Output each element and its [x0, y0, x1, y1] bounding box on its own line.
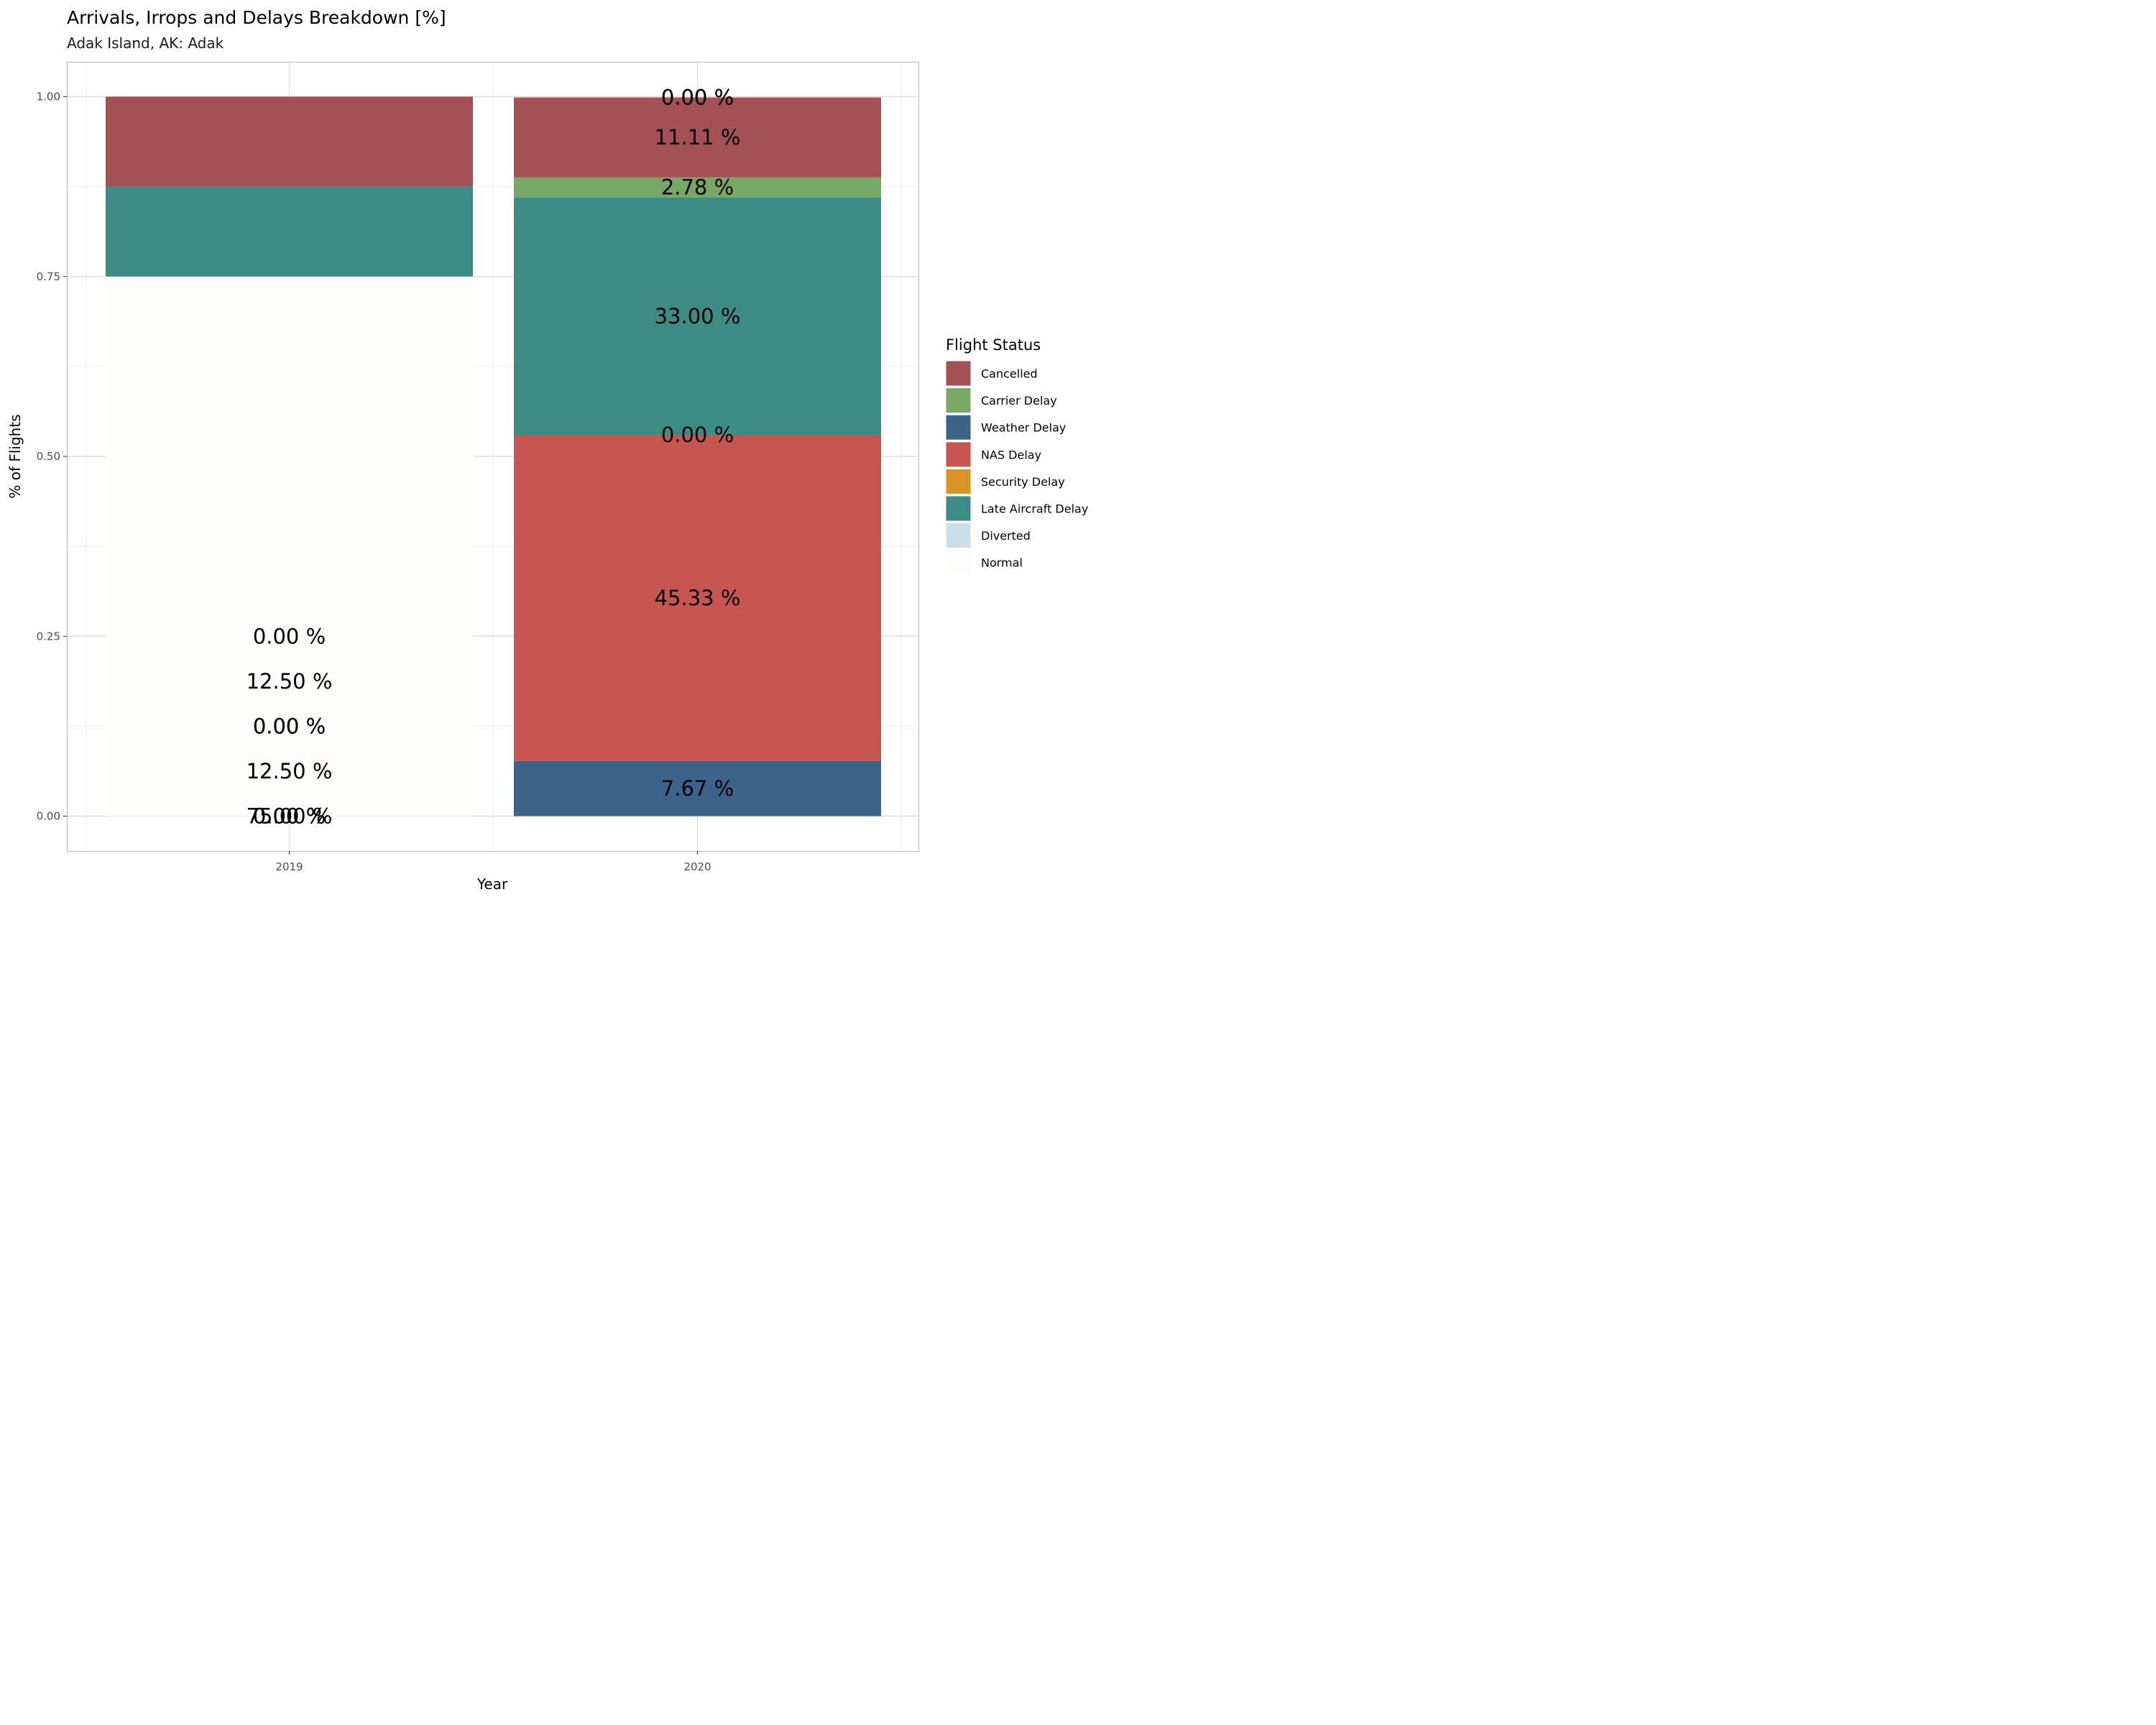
bar-label-2020-weather-delay: 7.67 %	[661, 776, 734, 801]
y-tick-label: 0.50	[37, 450, 60, 463]
legend-key-cancelled	[945, 360, 972, 387]
legend-key-diverted	[945, 523, 972, 549]
y-axis: 0.00 0.25 0.50 0.75 1.00	[37, 91, 67, 823]
bar-2020-late-aircraft-delay	[514, 197, 881, 435]
x-axis-title: Year	[476, 875, 508, 893]
bar-label-2020-nas-delay: 45.33 %	[655, 586, 741, 610]
bar-2019-late-aircraft-delay	[106, 186, 473, 277]
legend-title: Flight Status	[946, 336, 1041, 354]
chart-subtitle: Adak Island, AK: Adak	[67, 34, 224, 52]
legend-key-late-aircraft-delay	[945, 495, 972, 522]
y-tick-label: 1.00	[37, 91, 60, 104]
bar-label-2020-security-delay: 0.00 %	[661, 86, 734, 110]
legend-key-normal	[945, 549, 972, 576]
y-tick-label: 0.75	[37, 270, 60, 283]
bar-label-2019-nas-delay: 0.00 %	[253, 624, 326, 648]
legend-label-carrier-delay: Carrier Delay	[981, 394, 1057, 408]
bar-label-2019-weather-delay: 0.00 %	[253, 804, 326, 829]
bar-label-2020-diverted: 0.00 %	[661, 86, 734, 110]
bar-2020-cancelled	[514, 97, 881, 178]
legend-label-diverted: Diverted	[981, 529, 1031, 543]
legend-key-security-delay	[945, 468, 972, 494]
bar-label-2019-diverted: 0.00 %	[253, 804, 326, 829]
legend-label-cancelled: Cancelled	[981, 367, 1038, 381]
y-axis-title: % of Flights	[6, 414, 24, 498]
bar-2020-weather-delay	[514, 760, 881, 816]
legend: Cancelled Carrier Delay Weather Delay NAS D…	[945, 360, 1088, 576]
y-tick-label: 0.25	[37, 630, 60, 643]
bar-2019-normal	[106, 276, 473, 816]
bars	[106, 96, 881, 816]
chart: Arrivals, Irrops and Delays Breakdown [%…	[6, 7, 1088, 893]
legend-key-nas-delay	[945, 441, 972, 468]
legend-label-normal: Normal	[981, 556, 1023, 570]
bar-labels: 75.00 %0.00 %0.00 %12.50 %0.00 %0.00 %12…	[247, 86, 741, 829]
bar-label-2019-security-delay: 0.00 %	[253, 714, 326, 738]
bar-label-2019-cancelled: 12.50 %	[247, 669, 333, 694]
chart-title: Arrivals, Irrops and Delays Breakdown [%…	[67, 7, 446, 28]
legend-key-carrier-delay	[945, 387, 972, 414]
x-tick-label: 2019	[275, 860, 303, 873]
bar-2020-carrier-delay	[514, 177, 881, 198]
legend-key-weather-delay	[945, 414, 972, 441]
bar-label-2019-normal: 75.00 %	[247, 804, 333, 829]
bar-label-2020-late-aircraft-delay: 33.00 %	[655, 304, 741, 328]
bar-2020-nas-delay	[514, 434, 881, 761]
legend-label-security-delay: Security Delay	[981, 475, 1065, 489]
bar-label-2020-normal: 0.00 %	[661, 423, 734, 447]
bar-label-2019-late-aircraft-delay: 12.50 %	[247, 759, 333, 783]
bar-2019-cancelled	[106, 96, 473, 187]
legend-label-late-aircraft-delay: Late Aircraft Delay	[981, 502, 1088, 516]
y-tick-label: 0.00	[37, 810, 60, 823]
legend-label-nas-delay: NAS Delay	[981, 448, 1041, 461]
bar-label-2019-carrier-delay: 0.00 %	[253, 714, 326, 738]
bar-label-2020-cancelled: 11.11 %	[655, 125, 741, 150]
bar-label-2020-carrier-delay: 2.78 %	[661, 175, 734, 200]
x-tick-label: 2020	[683, 860, 711, 873]
x-axis: 2019 2020	[275, 851, 711, 873]
legend-label-weather-delay: Weather Delay	[981, 421, 1066, 435]
